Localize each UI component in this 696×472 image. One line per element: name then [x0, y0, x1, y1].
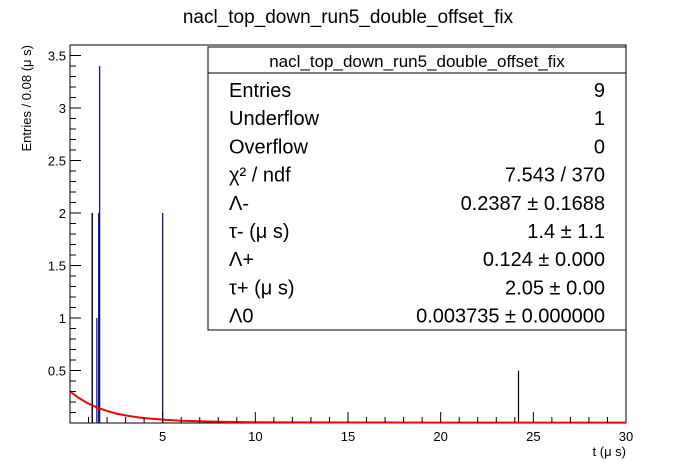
fit-curve: [69, 390, 626, 424]
stats-row-label: Λ+: [229, 249, 254, 271]
stats-row-value: 1: [594, 108, 605, 130]
stats-row-label: Λ-: [229, 193, 249, 215]
stats-box-title: nacl_top_down_run5_double_offset_fix: [269, 52, 565, 71]
stats-row-label: τ+ (μ s): [229, 277, 295, 299]
stats-row-label: Entries: [229, 80, 291, 102]
x-tick-label: 10: [248, 429, 262, 444]
stats-row-value: 7.543 / 370: [505, 165, 605, 187]
stats-box-frame: [207, 46, 627, 331]
y-axis-ticks: 0.5 1 1.5 2 2.5 3 3.5: [48, 44, 81, 413]
stats-row-label: Λ0: [229, 306, 253, 328]
stats-box: nacl_top_down_run5_double_offset_fix Ent…: [207, 46, 627, 331]
stats-row-value: 1.4 ± 1.1: [527, 221, 605, 243]
y-tick-label: 0.5: [48, 364, 66, 379]
stats-row-value: 0.003735 ± 0.000000: [416, 306, 605, 328]
y-tick-label: 1.5: [48, 259, 66, 274]
histogram-bars: [91, 66, 520, 423]
stats-row-label: τ- (μ s): [229, 221, 290, 243]
stats-row-value: 9: [594, 80, 605, 102]
y-axis-label: Entries / 0.08 (μ s): [19, 45, 34, 151]
stats-row-label: Overflow: [229, 136, 308, 158]
y-tick-label: 1: [59, 311, 66, 326]
x-tick-label: 25: [526, 429, 540, 444]
y-tick-label: 3: [59, 101, 66, 116]
stats-row-value: 0.2387 ± 0.1688: [461, 193, 605, 215]
stats-rows: Entries 9 Underflow 1 Overflow 0 χ² / ndf 7.543…: [229, 80, 605, 328]
x-axis-ticks: 5 10 15 20 25 30: [88, 412, 633, 444]
plot-area: 5 10 15 20 25 30 0.511.522.533.5: [48, 44, 633, 444]
x-tick-label: 20: [433, 429, 447, 444]
x-tick-label: 5: [159, 429, 166, 444]
chart-title: nacl_top_down_run5_double_offset_fix: [183, 7, 514, 28]
x-tick-label: 30: [619, 429, 633, 444]
stats-row-label: χ² / ndf: [229, 165, 291, 187]
stats-row-value: 0: [594, 136, 605, 158]
x-tick-label: 15: [341, 429, 355, 444]
x-axis-label: t (μ s): [593, 444, 626, 459]
stats-row-value: 0.124 ± 0.000: [483, 249, 605, 271]
y-tick-label: 2: [59, 206, 66, 221]
stats-row-value: 2.05 ± 0.00: [505, 277, 605, 299]
y-tick-label: 2.5: [48, 154, 66, 169]
stats-row-label: Underflow: [229, 108, 320, 130]
y-tick-label: 3.5: [48, 49, 66, 64]
